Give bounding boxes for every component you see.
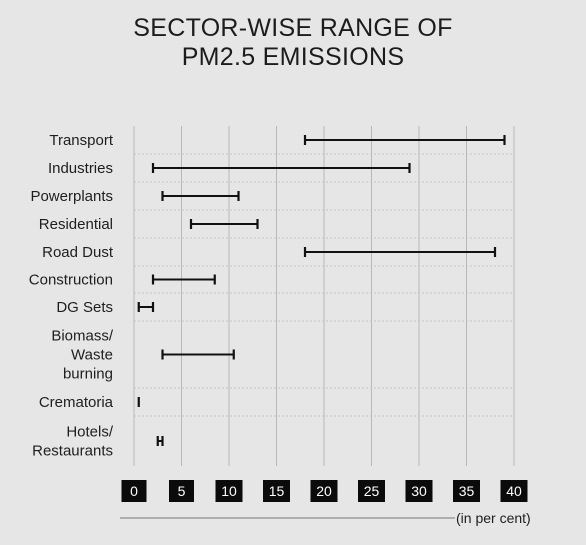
tick-label-2: 10 xyxy=(221,483,237,499)
chart-title: SECTOR-WISE RANGE OF PM2.5 EMISSIONS xyxy=(0,14,586,72)
tick-label-6: 30 xyxy=(411,483,427,499)
tick-label-4: 20 xyxy=(316,483,332,499)
tick-box-4 xyxy=(310,480,338,502)
tick-box-3 xyxy=(263,480,290,502)
category-label-3: Residential xyxy=(39,216,113,233)
tick-label-3: 15 xyxy=(269,483,285,499)
category-label-0: Transport xyxy=(49,132,113,149)
tick-box-2 xyxy=(215,480,243,502)
chart-title-line-2: PM2.5 EMISSIONS xyxy=(181,43,405,71)
tick-box-8 xyxy=(500,480,528,502)
category-label-1: Industries xyxy=(48,160,113,177)
category-label-4: Road Dust xyxy=(42,244,114,261)
chart-title-line-1: SECTOR-WISE RANGE OF xyxy=(133,14,453,42)
tick-label-5: 25 xyxy=(364,483,380,499)
category-label-5: Construction xyxy=(29,272,113,289)
tick-box-0 xyxy=(121,480,147,502)
unit-label: (in per cent) xyxy=(456,510,531,526)
tick-label-7: 35 xyxy=(459,483,475,499)
tick-box-5 xyxy=(358,480,385,502)
category-label-9: Hotels/Restaurants xyxy=(32,424,114,460)
category-label-7: Biomass/Waste burning xyxy=(51,328,114,383)
tick-label-0: 0 xyxy=(130,483,138,499)
tick-label-1: 5 xyxy=(178,483,186,499)
tick-box-1 xyxy=(169,480,194,502)
category-label-6: DG Sets xyxy=(56,299,113,316)
category-label-8: Crematoria xyxy=(39,394,114,411)
tick-label-8: 40 xyxy=(506,483,522,499)
tick-box-7 xyxy=(453,480,480,502)
category-label-2: Powerplants xyxy=(30,188,113,205)
tick-box-6 xyxy=(405,480,433,502)
